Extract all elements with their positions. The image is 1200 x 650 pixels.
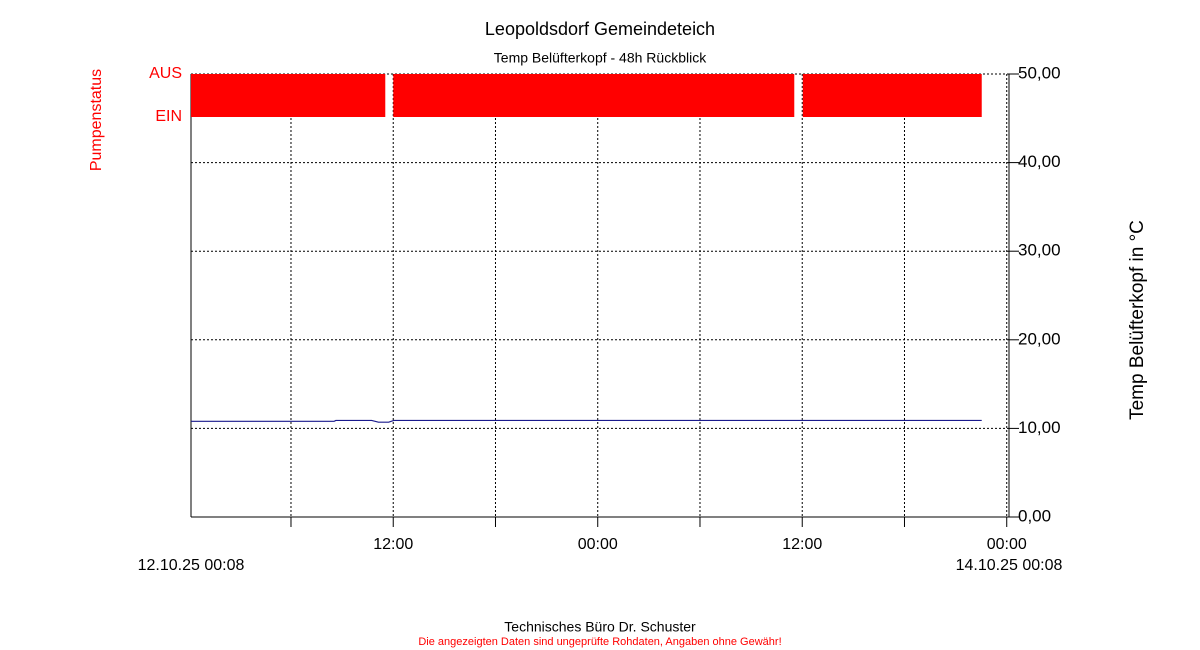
pump-tick-label: EIN [155, 108, 182, 125]
chart-title: Leopoldsdorf Gemeindeteich [485, 19, 715, 39]
x-tick-label: 14.10.25 00:08 [956, 557, 1063, 574]
y-tick-label: 10,00 [1018, 418, 1061, 437]
footer: Technisches Büro Dr. Schuster [504, 619, 696, 635]
x-tick-label: 12:00 [782, 536, 822, 553]
line-series [191, 419, 982, 423]
pump-bar [393, 74, 795, 117]
pump-bar [802, 74, 982, 117]
pump-bar [191, 74, 386, 117]
chart-subtitle: Temp Belüfterkopf - 48h Rückblick [494, 50, 707, 66]
y-axis-label: Temp Belüfterkopf in °C [1127, 220, 1148, 420]
y-tick-label: 0,00 [1018, 506, 1051, 525]
x-tick-label: 00:00 [987, 536, 1027, 553]
y-tick-label: 30,00 [1018, 241, 1061, 260]
pump-axis-label: Pumpenstatus [88, 69, 105, 171]
disclaimer: Die angezeigten Daten sind ungeprüfte Ro… [418, 636, 781, 648]
y-tick-label: 50,00 [1018, 63, 1061, 82]
x-tick-label: 00:00 [578, 536, 618, 553]
y-tick-label: 40,00 [1018, 152, 1061, 171]
pump-tick-label: AUS [149, 65, 182, 82]
y-tick-label: 20,00 [1018, 329, 1061, 348]
x-tick-label: 12.10.25 00:08 [138, 557, 245, 574]
x-tick-label: 12:00 [373, 536, 413, 553]
